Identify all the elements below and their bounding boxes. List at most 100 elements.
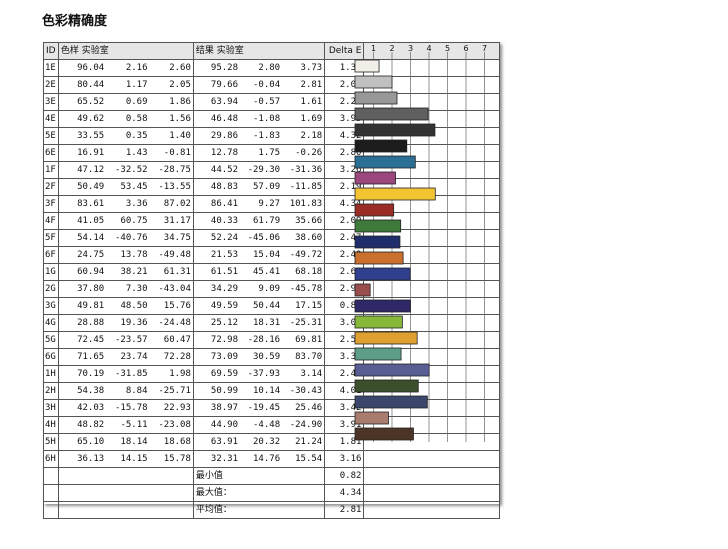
measured-lab-value: -45.06 bbox=[247, 233, 281, 243]
measured-lab-values: 12.78 1.75 -0.26 bbox=[194, 145, 324, 161]
measured-lab-value: 2.80 bbox=[258, 63, 281, 73]
measured-lab-value: -0.26 bbox=[295, 148, 323, 158]
page-title: 色彩精确度 bbox=[42, 14, 108, 29]
patch-id: 1E bbox=[43, 59, 59, 77]
delta-e-bar bbox=[354, 155, 416, 169]
reference-lab-value: 65.10 bbox=[77, 437, 105, 447]
measured-lab-value: 35.66 bbox=[295, 216, 323, 226]
measured-lab-value: -31.36 bbox=[289, 165, 323, 175]
delta-e-value: 1.81 bbox=[324, 433, 365, 451]
reference-lab-cell: 54.38 8.84 -25.71 bbox=[57, 382, 194, 400]
reference-lab-value: 37.80 bbox=[77, 284, 105, 294]
reference-lab-value: 0.69 bbox=[125, 97, 148, 107]
reference-lab-values: 72.45 -23.57 60.47 bbox=[59, 332, 193, 348]
reference-lab-values: 49.62 0.58 1.56 bbox=[59, 111, 193, 127]
summary-blank bbox=[57, 484, 194, 502]
reference-lab-cell: 47.12 -32.52 -28.75 bbox=[57, 161, 194, 179]
reference-lab-values: 36.13 14.15 15.78 bbox=[59, 451, 193, 467]
measured-lab-cell: 52.24 -45.06 38.60 bbox=[192, 229, 326, 247]
summary-row: 平均值： 2.81 bbox=[43, 501, 500, 519]
reference-lab-value: 2.60 bbox=[169, 63, 191, 73]
measured-lab-value: 9.09 bbox=[258, 284, 281, 294]
reference-lab-values: 54.14 -40.76 34.75 bbox=[59, 230, 193, 246]
reference-lab-cell: 49.81 48.50 15.76 bbox=[57, 297, 194, 315]
reference-lab-cell: 70.19 -31.85 1.98 bbox=[57, 365, 194, 383]
measured-lab-values: 52.24 -45.06 38.60 bbox=[194, 230, 324, 246]
measured-lab-value: 44.90 bbox=[210, 420, 238, 430]
measured-lab-value: 86.41 bbox=[210, 199, 238, 209]
measured-lab-value: 46.48 bbox=[210, 114, 238, 124]
patch-id: 5E bbox=[43, 127, 59, 145]
measured-lab-value: 21.24 bbox=[295, 437, 323, 447]
patch-id: 5H bbox=[43, 433, 59, 451]
reference-lab-cell: 80.44 1.17 2.05 bbox=[57, 76, 194, 94]
reference-lab-value: -23.08 bbox=[158, 420, 191, 430]
reference-lab-cell: 16.91 1.43 -0.81 bbox=[57, 144, 194, 162]
measured-lab-value: 101.83 bbox=[289, 199, 323, 209]
reference-lab-cell: 65.10 18.14 18.68 bbox=[57, 433, 194, 451]
patch-id: 2F bbox=[43, 178, 59, 196]
reference-lab-values: 96.04 2.16 2.60 bbox=[59, 60, 193, 76]
table-row: 4F 41.05 60.75 31.17 40.33 61.79 35.66 2.09 bbox=[43, 212, 500, 230]
measured-lab-value: 45.41 bbox=[253, 267, 281, 277]
reference-lab-value: 34.75 bbox=[163, 233, 191, 243]
reference-lab-values: 49.81 48.50 15.76 bbox=[59, 298, 193, 314]
measured-lab-value: 12.78 bbox=[210, 148, 238, 158]
patch-id: 2E bbox=[43, 76, 59, 94]
reference-lab-value: -13.55 bbox=[158, 182, 191, 192]
measured-lab-values: 46.48 -1.08 1.69 bbox=[194, 111, 324, 127]
reference-lab-value: 1.43 bbox=[125, 148, 148, 158]
reference-lab-value: 2.05 bbox=[169, 80, 191, 90]
delta-e-bar bbox=[354, 219, 402, 233]
reference-lab-value: -32.52 bbox=[115, 165, 148, 175]
delta-e-bar bbox=[354, 427, 414, 441]
measured-lab-value: -19.45 bbox=[247, 403, 281, 413]
measured-lab-cell: 48.83 57.09 -11.85 bbox=[192, 178, 326, 196]
measured-lab-cell: 95.28 2.80 3.73 bbox=[192, 59, 326, 77]
delta-e-bar bbox=[354, 363, 430, 377]
reference-lab-value: 42.03 bbox=[77, 403, 105, 413]
header-id: ID bbox=[43, 42, 59, 60]
measured-lab-cell: 34.29 9.09 -45.78 bbox=[192, 280, 326, 298]
reference-lab-cell: 60.94 38.21 61.31 bbox=[57, 263, 194, 281]
delta-e-bar-chart: 1 2 3 4 5 6 7 bbox=[354, 44, 487, 442]
reference-lab-values: 54.38 8.84 -25.71 bbox=[59, 383, 193, 399]
reference-lab-value: -23.57 bbox=[115, 335, 148, 345]
patch-id: 1H bbox=[43, 365, 59, 383]
reference-lab-cell: 41.05 60.75 31.17 bbox=[57, 212, 194, 230]
measured-lab-value: 69.81 bbox=[295, 335, 323, 345]
reference-lab-value: -15.78 bbox=[115, 403, 148, 413]
reference-lab-value: -31.85 bbox=[115, 369, 148, 379]
measured-lab-values: 38.97 -19.45 25.46 bbox=[194, 400, 324, 416]
measured-lab-cell: 44.90 -4.48 -24.90 bbox=[192, 416, 326, 434]
header-measured-lab: 结果 实验室 bbox=[192, 42, 326, 60]
reference-lab-values: 28.88 19.36 -24.48 bbox=[59, 315, 193, 331]
patch-id: 1F bbox=[43, 161, 59, 179]
reference-lab-values: 41.05 60.75 31.17 bbox=[59, 213, 193, 229]
reference-lab-value: 61.31 bbox=[163, 267, 191, 277]
measured-lab-values: 72.98 -28.16 69.81 bbox=[194, 332, 324, 348]
measured-lab-cell: 38.97 -19.45 25.46 bbox=[192, 399, 326, 417]
measured-lab-value: -49.72 bbox=[289, 250, 323, 260]
patch-id: 4G bbox=[43, 314, 59, 332]
measured-lab-value: 1.75 bbox=[258, 148, 281, 158]
summary-blank bbox=[57, 501, 194, 519]
delta-e-bar bbox=[354, 331, 418, 345]
delta-e-bar bbox=[354, 203, 395, 217]
measured-lab-value: -30.43 bbox=[289, 386, 323, 396]
measured-lab-value: 18.31 bbox=[253, 318, 281, 328]
measured-lab-value: 9.27 bbox=[258, 199, 281, 209]
measured-lab-value: -4.48 bbox=[253, 420, 281, 430]
measured-lab-values: 63.94 -0.57 1.61 bbox=[194, 94, 324, 110]
table-row: 1H 70.19 -31.85 1.98 69.59 -37.93 3.14 2.49 bbox=[43, 365, 500, 383]
measured-lab-value: -37.93 bbox=[247, 369, 281, 379]
reference-lab-cell: 72.45 -23.57 60.47 bbox=[57, 331, 194, 349]
summary-blank bbox=[43, 467, 59, 485]
measured-lab-cell: 25.12 18.31 -25.31 bbox=[192, 314, 326, 332]
reference-lab-cell: 96.04 2.16 2.60 bbox=[57, 59, 194, 77]
reference-lab-cell: 83.61 3.36 87.02 bbox=[57, 195, 194, 213]
tick-label: 4 bbox=[426, 44, 431, 53]
reference-lab-values: 71.65 23.74 72.28 bbox=[59, 349, 193, 365]
reference-lab-values: 60.94 38.21 61.31 bbox=[59, 264, 193, 280]
measured-lab-value: -11.85 bbox=[289, 182, 323, 192]
